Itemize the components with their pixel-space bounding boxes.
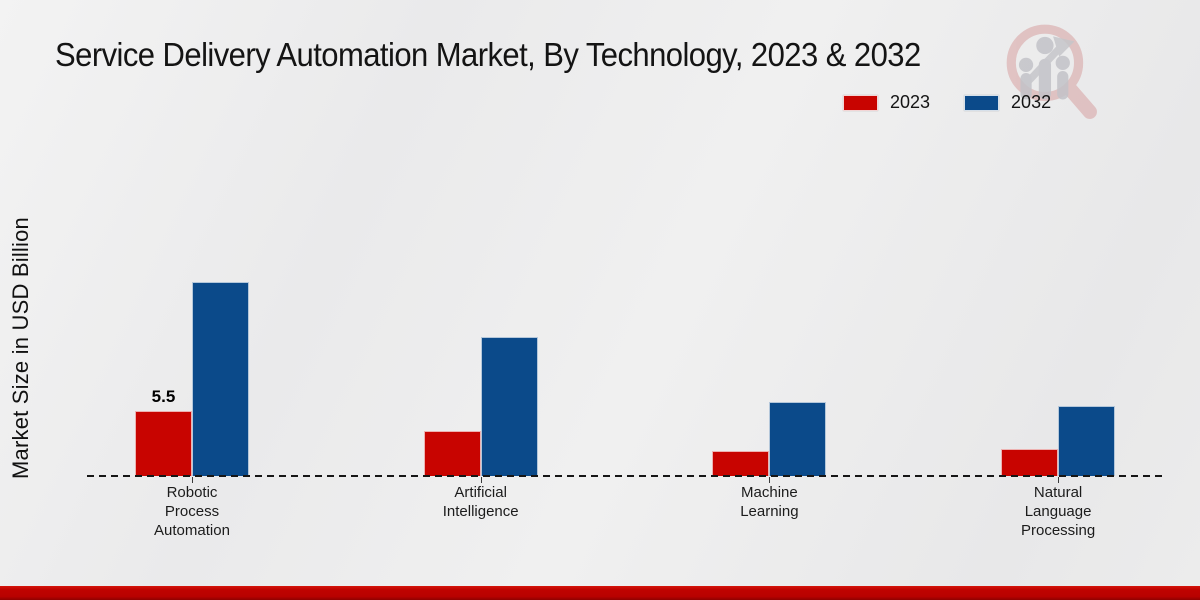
bar-2032-robotic-process-automation (192, 282, 249, 476)
x-axis-tick (769, 477, 771, 483)
category-label-robotic-process-automation: Robotic Process Automation (154, 484, 230, 539)
x-axis-tick (192, 477, 193, 483)
legend-label-2032: 2032 (1011, 92, 1052, 112)
magnifier-bar-chart-logo-icon (1006, 24, 1097, 119)
chart-title: Service Delivery Automation Market, By T… (55, 36, 921, 73)
category-label-artificial-intelligence: Artificial Intelligence (442, 484, 519, 520)
bar-2032-natural-language-processing (1058, 406, 1116, 476)
plot-area: 5.5 (87, 170, 1167, 476)
bar-2032-machine-learning (769, 402, 827, 476)
y-axis-label: Market Size in USD Billion (8, 217, 33, 479)
legend-item-2032: 2032 (964, 92, 1051, 113)
bar-2023-artificial-intelligence (423, 431, 481, 476)
bar-value-label: 5.5 (151, 387, 176, 406)
legend: 2023 2032 (843, 92, 1051, 113)
bar-2023-machine-learning (712, 451, 770, 476)
legend-label-2023: 2023 (890, 92, 931, 112)
bar-2023-robotic-process-automation (135, 411, 192, 476)
bar-2032-artificial-intelligence (480, 337, 538, 476)
legend-item-2023: 2023 (843, 92, 930, 113)
x-axis-tick (1058, 477, 1060, 483)
x-axis-baseline (87, 475, 1167, 477)
legend-swatch-2023 (843, 94, 878, 111)
legend-swatch-2032 (964, 94, 1000, 111)
footer-stripe (0, 586, 1200, 600)
category-label-machine-learning: Machine Learning (740, 484, 799, 520)
bar-2023-natural-language-processing (1001, 449, 1059, 476)
x-axis-tick (480, 477, 482, 483)
category-label-natural-language-processing: Natural Language Processing (1020, 484, 1096, 539)
